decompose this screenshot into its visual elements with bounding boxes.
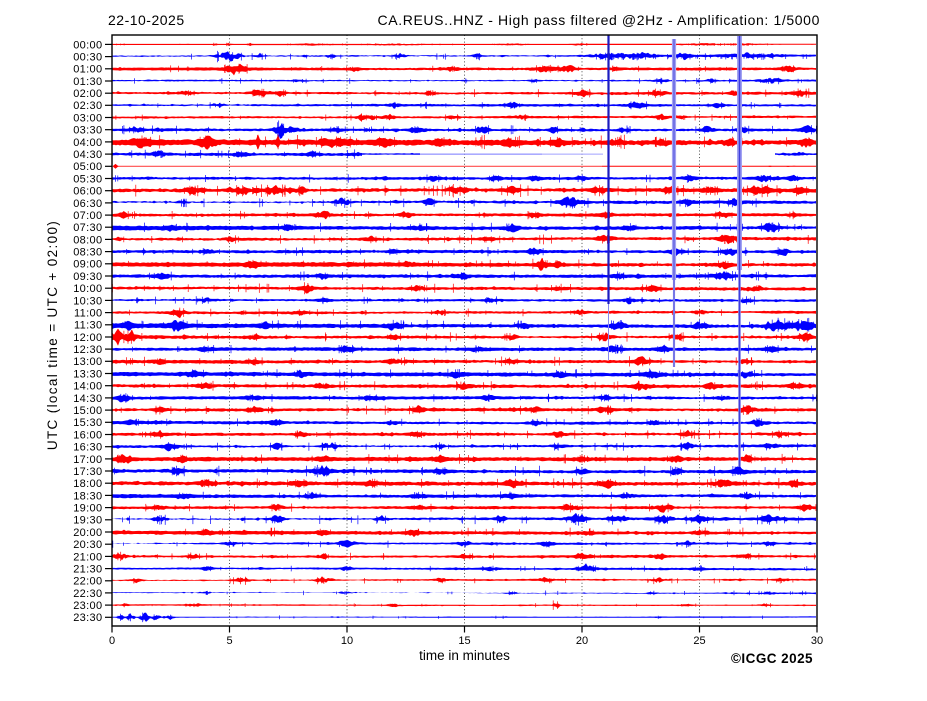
svg-text:15:00: 15:00	[73, 405, 102, 417]
svg-text:07:00: 07:00	[73, 210, 102, 222]
svg-text:05:00: 05:00	[73, 161, 102, 173]
svg-text:13:00: 13:00	[73, 356, 102, 368]
svg-text:15:30: 15:30	[73, 417, 102, 429]
svg-text:time in minutes: time in minutes	[419, 648, 510, 663]
svg-text:25: 25	[693, 635, 705, 647]
svg-text:UTC (local time = UTC + 02:00): UTC (local time = UTC + 02:00)	[45, 220, 60, 450]
svg-text:09:00: 09:00	[73, 259, 102, 271]
svg-text:21:00: 21:00	[73, 551, 102, 563]
svg-text:10: 10	[341, 635, 353, 647]
svg-text:19:00: 19:00	[73, 503, 102, 515]
svg-text:23:30: 23:30	[73, 612, 102, 624]
svg-text:23:00: 23:00	[73, 600, 102, 612]
svg-text:15: 15	[458, 635, 470, 647]
svg-text:5: 5	[226, 635, 232, 647]
svg-text:0: 0	[109, 635, 115, 647]
svg-text:01:30: 01:30	[73, 76, 102, 88]
svg-text:12:00: 12:00	[73, 332, 102, 344]
svg-text:19:30: 19:30	[73, 515, 102, 527]
svg-text:11:30: 11:30	[74, 320, 102, 332]
svg-text:07:30: 07:30	[73, 222, 102, 234]
svg-text:10:00: 10:00	[73, 283, 102, 295]
svg-text:16:00: 16:00	[73, 429, 102, 441]
svg-text:08:00: 08:00	[73, 234, 102, 246]
svg-text:18:00: 18:00	[73, 478, 102, 490]
svg-text:02:30: 02:30	[73, 100, 102, 112]
svg-text:21:30: 21:30	[73, 564, 102, 576]
svg-text:02:00: 02:00	[73, 88, 102, 100]
svg-text:03:30: 03:30	[73, 125, 102, 137]
svg-text:20: 20	[576, 635, 588, 647]
svg-text:22:30: 22:30	[73, 588, 102, 600]
svg-text:16:30: 16:30	[73, 442, 102, 454]
svg-text:20:30: 20:30	[73, 539, 102, 551]
svg-text:11:00: 11:00	[74, 308, 102, 320]
svg-text:06:30: 06:30	[73, 198, 102, 210]
svg-text:17:30: 17:30	[73, 466, 102, 478]
svg-text:20:00: 20:00	[73, 527, 102, 539]
svg-text:03:00: 03:00	[73, 112, 102, 124]
svg-text:14:00: 14:00	[73, 381, 102, 393]
svg-text:05:30: 05:30	[73, 173, 102, 185]
svg-text:01:00: 01:00	[73, 64, 102, 76]
svg-text:04:30: 04:30	[73, 149, 102, 161]
svg-text:18:30: 18:30	[73, 490, 102, 502]
svg-text:17:00: 17:00	[73, 454, 102, 466]
svg-text:©ICGC 2025: ©ICGC 2025	[731, 651, 813, 666]
svg-text:08:30: 08:30	[73, 247, 102, 259]
svg-text:00:00: 00:00	[73, 39, 102, 51]
svg-text:06:00: 06:00	[73, 186, 102, 198]
svg-text:22-10-2025: 22-10-2025	[108, 12, 185, 28]
svg-text:10:30: 10:30	[73, 295, 102, 307]
svg-text:CA.REUS..HNZ - High pass filte: CA.REUS..HNZ - High pass filtered @2Hz -…	[378, 12, 820, 28]
svg-text:04:00: 04:00	[73, 137, 102, 149]
svg-text:00:30: 00:30	[73, 52, 102, 64]
svg-text:22:00: 22:00	[73, 576, 102, 588]
svg-text:12:30: 12:30	[73, 344, 102, 356]
svg-text:30: 30	[811, 635, 823, 647]
svg-text:14:30: 14:30	[73, 393, 102, 405]
svg-text:13:30: 13:30	[73, 368, 102, 380]
svg-text:09:30: 09:30	[73, 271, 102, 283]
